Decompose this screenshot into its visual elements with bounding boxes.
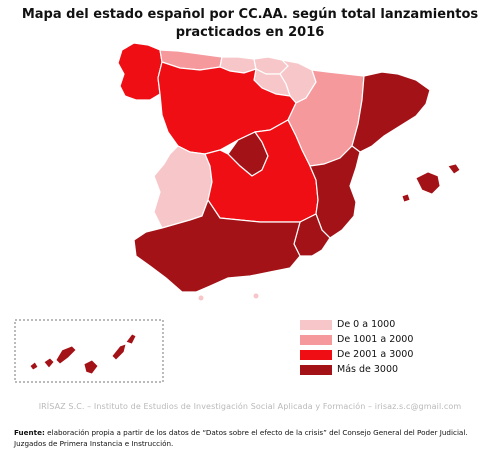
- legend-swatch: [300, 334, 332, 345]
- map-title: Mapa del estado español por CC.AA. según…: [0, 6, 500, 42]
- source-text: elaboración propia a partir de los datos…: [14, 428, 468, 448]
- legend-item: De 2001 a 3000: [300, 348, 413, 361]
- legend-swatch: [300, 349, 332, 360]
- region-galicia: [117, 42, 163, 101]
- canarias-inset-frame: [14, 319, 164, 383]
- source-label: Fuente:: [14, 428, 45, 437]
- legend-label: Más de 3000: [337, 364, 399, 375]
- legend-label: De 0 a 1000: [337, 319, 396, 330]
- legend-item: Más de 3000: [300, 363, 413, 376]
- title-line-1: Mapa del estado español por CC.AA. según…: [21, 7, 479, 22]
- region-baleares: [401, 163, 461, 203]
- region-ceuta: [198, 295, 204, 301]
- region-cataluna: [351, 71, 431, 153]
- legend-swatch: [300, 319, 332, 330]
- region-valencia: [309, 145, 361, 239]
- legend-label: De 1001 a 2000: [337, 334, 414, 345]
- legend-swatch: [300, 364, 332, 375]
- title-line-2: practicados en 2016: [175, 25, 325, 40]
- region-canarias: [29, 333, 137, 375]
- legend-item: De 1001 a 2000: [300, 333, 413, 346]
- source-note: Fuente: elaboración propia a partir de l…: [14, 427, 484, 449]
- region-andalucia: [133, 198, 301, 293]
- legend-item: De 0 a 1000: [300, 318, 413, 331]
- legend: De 0 a 1000 De 1001 a 2000 De 2001 a 3000 M…: [300, 318, 413, 378]
- legend-label: De 2001 a 3000: [337, 349, 414, 360]
- credit-line: IRÍSAZ S.C. – Instituto de Estudios de I…: [38, 402, 462, 411]
- region-melilla: [253, 293, 259, 299]
